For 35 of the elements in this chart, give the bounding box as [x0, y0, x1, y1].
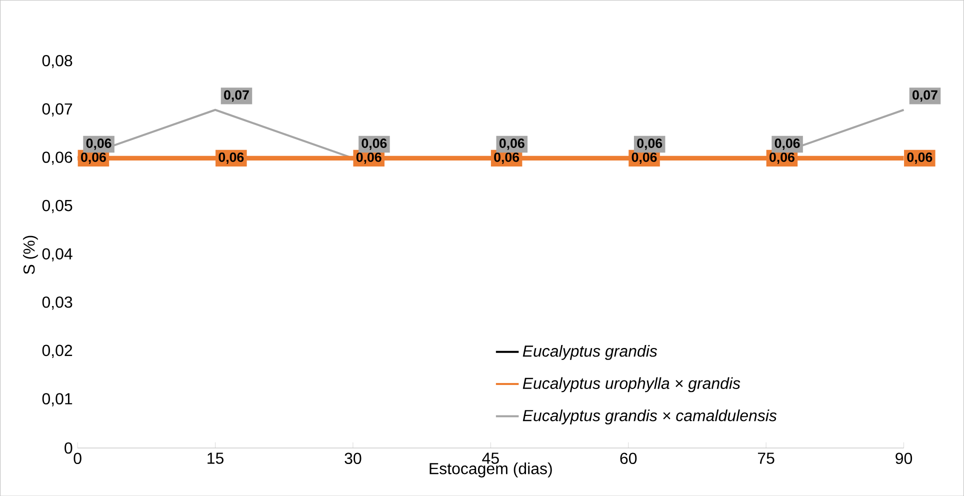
y-tick-label: 0,05	[42, 200, 72, 213]
x-tick-label: 45	[482, 452, 499, 464]
data-label: 0,07	[224, 90, 249, 102]
x-tick-label: 90	[896, 452, 912, 464]
y-tick-label: 0,02	[42, 344, 72, 358]
data-label: 0,06	[770, 152, 794, 164]
y-tick-label: 0,07	[42, 103, 72, 116]
data-label: 0,06	[774, 138, 800, 150]
y-tick-label: 0	[64, 442, 72, 454]
legend-label: Eucalyptus urophylla × grandis	[522, 377, 740, 392]
data-label: 0,06	[637, 138, 662, 150]
x-tick-label: 30	[344, 452, 362, 464]
x-axis-title: Estocagem (dias)	[430, 462, 552, 478]
data-label: 0,06	[218, 152, 244, 164]
data-label: 0,06	[499, 138, 524, 150]
legend-label: Eucalyptus grandis	[522, 344, 658, 360]
x-tick-label: 0	[74, 452, 82, 464]
data-label: 0,07	[912, 90, 938, 102]
data-label: 0,06	[632, 152, 657, 164]
y-tick-label: 0,03	[42, 296, 72, 310]
y-tick-label: 0,04	[42, 248, 72, 262]
data-label: 0,06	[362, 138, 387, 150]
data-label: 0,06	[494, 152, 520, 164]
legend-label: Eucalyptus grandis × camaldulensis	[522, 409, 777, 424]
data-label: 0,06	[81, 152, 106, 164]
y-tick-label: 0,01	[42, 392, 72, 406]
x-tick-label: 75	[758, 452, 774, 464]
y-tick-label: 0,08	[42, 54, 72, 68]
x-tick-label: 15	[208, 452, 224, 464]
x-tick-label: 60	[620, 452, 637, 464]
data-label: 0,06	[86, 138, 112, 150]
data-label: 0,06	[356, 152, 382, 164]
y-axis-title: S (%)	[23, 236, 38, 274]
y-tick-label: 0,06	[42, 151, 72, 165]
data-label: 0,06	[907, 152, 932, 164]
